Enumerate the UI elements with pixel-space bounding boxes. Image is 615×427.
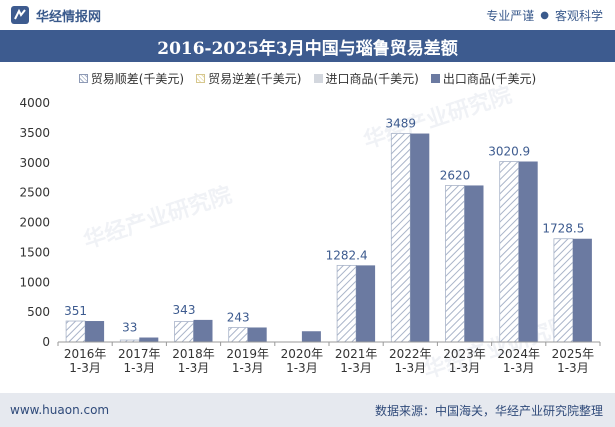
- x-tick-label: 1-3月: [123, 361, 155, 375]
- x-tick-label: 2025年: [552, 347, 595, 361]
- export-bar[interactable]: [410, 133, 430, 342]
- x-tick-label: 2022年: [389, 347, 432, 361]
- x-tick-label: 1-3月: [232, 361, 264, 375]
- data-label: 343: [173, 303, 196, 317]
- data-label: 351: [64, 304, 87, 318]
- export-bar[interactable]: [464, 185, 484, 342]
- x-tick-label: 1-3月: [503, 361, 535, 375]
- footer-source: 数据来源：中国海关，华经产业研究院整理: [374, 403, 603, 418]
- legend-item-surplus[interactable]: 贸易顺差(千美元): [78, 70, 185, 87]
- footer-url[interactable]: www.huaon.com: [10, 403, 110, 417]
- legend-swatch-surplus: [78, 74, 88, 83]
- export-bar[interactable]: [301, 331, 321, 342]
- data-label: 243: [227, 310, 250, 324]
- data-label: 1728.5: [542, 222, 584, 236]
- legend-item-deficit[interactable]: 贸易逆差(千美元): [196, 70, 302, 87]
- legend-item-export[interactable]: 出口商品(千美元): [430, 70, 537, 87]
- x-tick-label: 2017年: [118, 347, 161, 361]
- export-bar[interactable]: [518, 161, 538, 342]
- export-bar[interactable]: [193, 319, 213, 342]
- brand[interactable]: 华经情报网: [10, 5, 101, 25]
- x-tick-label: 1-3月: [340, 361, 372, 375]
- x-tick-label: 1-3月: [557, 361, 589, 375]
- surplus-bar[interactable]: [390, 133, 411, 343]
- export-bar[interactable]: [139, 337, 159, 342]
- data-label: 3020.9: [488, 145, 530, 159]
- legend-label-surplus: 贸易顺差(千美元): [90, 72, 185, 86]
- data-label: 3489: [386, 117, 417, 131]
- data-label: 33: [122, 321, 137, 335]
- export-bar[interactable]: [356, 265, 376, 342]
- x-tick-label: 2018年: [172, 347, 215, 361]
- title-bar: 2016-2025年3月中国与瑙鲁贸易差额: [0, 30, 615, 62]
- huajing-logo-icon: [11, 6, 29, 24]
- surplus-bar[interactable]: [65, 320, 86, 343]
- slogan: 专业严谨 ● 客观科学: [486, 7, 603, 24]
- legend-label-import: 进口商品(千美元): [325, 72, 419, 86]
- surplus-bar[interactable]: [499, 161, 520, 343]
- x-tick-label: 2023年: [443, 347, 486, 361]
- x-tick-label: 1-3月: [69, 361, 101, 375]
- slogan-separator: ●: [540, 9, 549, 21]
- top-bar: 华经情报网 专业严谨 ● 客观科学: [0, 0, 615, 30]
- x-tick-label: 2020年: [281, 347, 324, 361]
- surplus-bar[interactable]: [445, 185, 465, 343]
- x-tick-label: 2019年: [226, 347, 269, 361]
- y-tick-label: 4000: [19, 96, 50, 110]
- slogan-right: 客观科学: [554, 8, 603, 23]
- y-tick-label: 3000: [19, 156, 50, 170]
- y-tick-label: 500: [27, 305, 50, 319]
- y-tick-label: 0: [42, 335, 50, 349]
- y-tick-label: 2000: [19, 216, 50, 230]
- data-label: 1282.4: [326, 248, 368, 262]
- x-tick-label: 2021年: [335, 347, 378, 361]
- surplus-bar[interactable]: [553, 238, 574, 343]
- legend-swatch-import: [313, 74, 323, 83]
- x-tick-label: 1-3月: [178, 361, 210, 375]
- legend-swatch-deficit: [196, 74, 206, 83]
- chart-legend: 贸易顺差(千美元) 贸易逆差(千美元) 进口商品(千美元) 出口商品(千美元): [0, 70, 615, 87]
- footer: www.huaon.com 数据来源：中国海关，华经产业研究院整理: [0, 393, 615, 427]
- x-tick-label: 2016年: [64, 347, 107, 361]
- x-tick-label: 2024年: [497, 347, 540, 361]
- export-bar[interactable]: [247, 327, 267, 342]
- legend-label-deficit: 贸易逆差(千美元): [208, 72, 302, 86]
- x-tick-label: 1-3月: [394, 361, 426, 375]
- export-bar[interactable]: [85, 321, 105, 342]
- surplus-bar[interactable]: [228, 327, 249, 343]
- data-label: 2620: [440, 168, 471, 182]
- legend-item-import[interactable]: 进口商品(千美元): [313, 70, 419, 87]
- chart-title: 2016-2025年3月中国与瑙鲁贸易差额: [157, 38, 458, 59]
- x-tick-label: 1-3月: [449, 361, 481, 375]
- y-tick-label: 2500: [19, 186, 50, 200]
- legend-label-export: 出口商品(千美元): [442, 72, 537, 86]
- x-tick-label: 1-3月: [286, 361, 318, 375]
- surplus-bar[interactable]: [174, 321, 194, 343]
- y-tick-label: 1500: [19, 245, 50, 259]
- y-tick-label: 1000: [19, 275, 50, 289]
- y-tick-label: 3500: [19, 126, 50, 140]
- bar-chart: 351 33 343 243 1282.4 3489 2620 3020.9 1728.5 0 5…: [19, 96, 601, 375]
- brand-name: 华经情报网: [36, 9, 102, 25]
- surplus-bar[interactable]: [336, 264, 357, 343]
- legend-swatch-export: [430, 74, 440, 83]
- slogan-left: 专业严谨: [486, 8, 535, 23]
- export-bar[interactable]: [572, 238, 592, 342]
